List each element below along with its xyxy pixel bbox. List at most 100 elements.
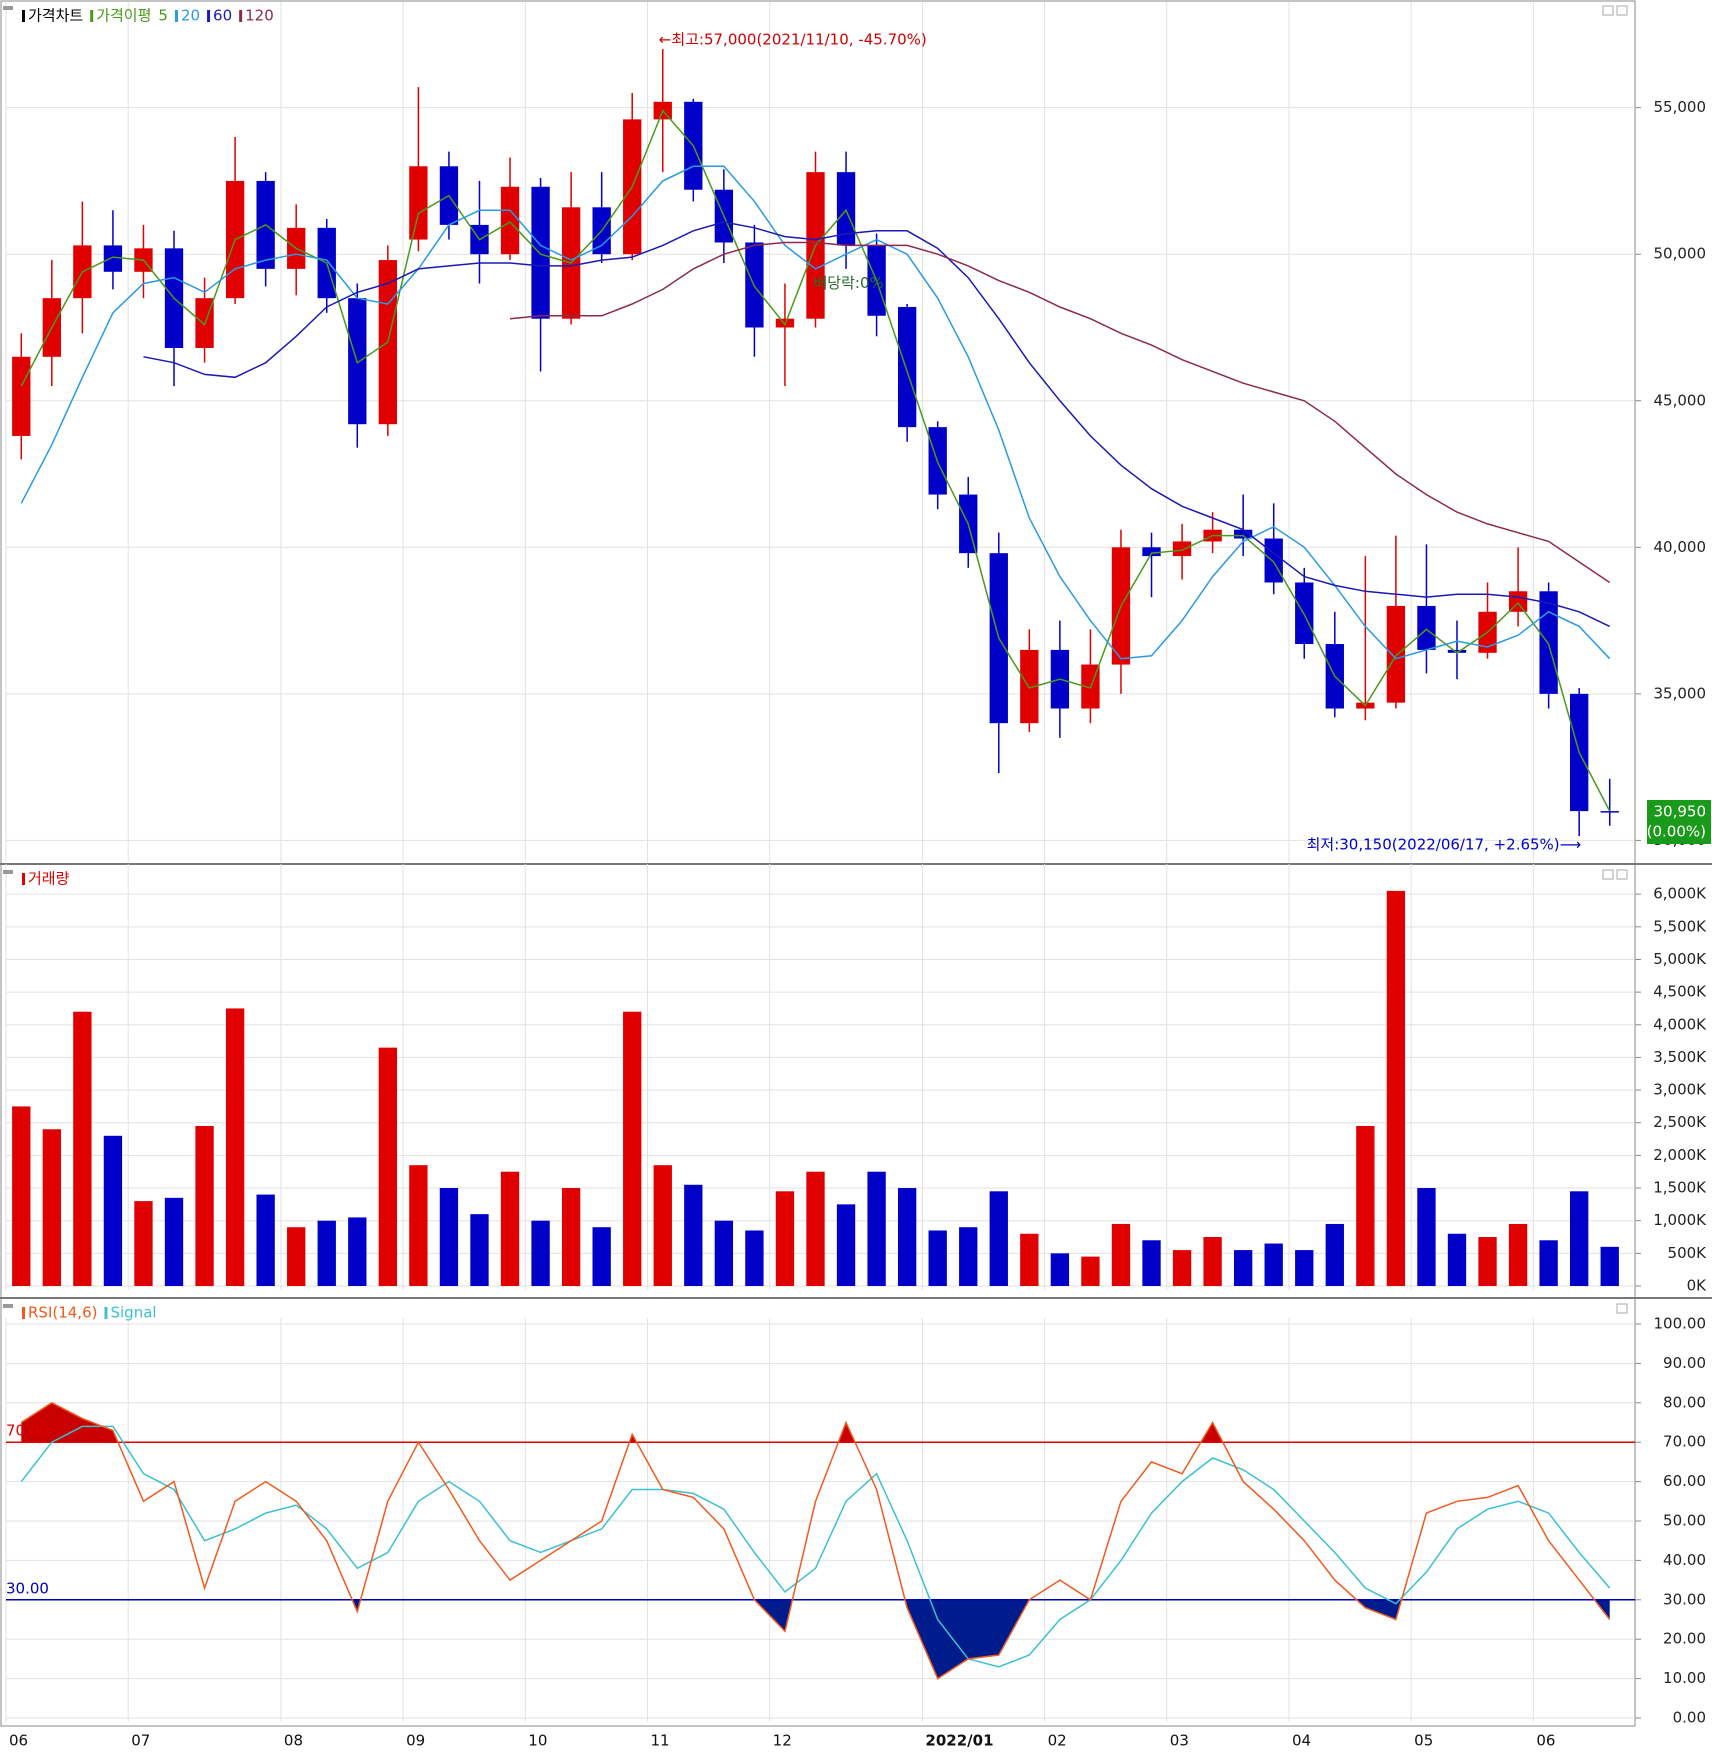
- rsi-line: [20, 1425, 1611, 1668]
- y-tick-label: 5,500K: [1653, 917, 1707, 935]
- volume-bar: [500, 1171, 520, 1286]
- candle-body: [1386, 605, 1406, 703]
- volume-bar: [1600, 1246, 1619, 1286]
- volume-bar: [806, 1171, 825, 1286]
- volume-bar: [1539, 1240, 1558, 1286]
- y-tick-label: 50.00: [1663, 1512, 1706, 1530]
- y-tick-label: 1,500K: [1653, 1179, 1707, 1197]
- volume-bar: [470, 1214, 489, 1286]
- moving-average-line: [143, 221, 1611, 628]
- panel-icon: [3, 6, 13, 10]
- volume-bar: [378, 1047, 398, 1286]
- legend-label: 가격이평: [96, 7, 151, 25]
- volume-bar: [1447, 1233, 1467, 1286]
- moving-average-line: [20, 165, 1611, 660]
- x-tick-label: 07: [131, 1732, 150, 1750]
- volume-bar: [439, 1188, 459, 1286]
- volume-bar: [623, 1011, 642, 1286]
- candle-body: [12, 356, 31, 436]
- volume-bar: [225, 1008, 245, 1286]
- volume-bar: [1233, 1250, 1253, 1286]
- y-tick-label: 6,000K: [1653, 885, 1707, 903]
- volume-bar: [12, 1106, 31, 1286]
- legend-marker: [239, 10, 243, 22]
- volume-bar: [1172, 1250, 1192, 1286]
- label-layer: 060708091011122022/01020304050630,00035,…: [3, 6, 1711, 1750]
- legend-label: 5: [158, 7, 168, 25]
- y-tick-label: 30.00: [1663, 1590, 1706, 1608]
- candle-body: [500, 186, 520, 255]
- panel-button[interactable]: [1602, 5, 1614, 16]
- x-tick-label: 09: [406, 1732, 425, 1750]
- panel-icon: [3, 1304, 13, 1308]
- volume-bar: [256, 1194, 275, 1286]
- x-tick-label: 04: [1292, 1732, 1311, 1750]
- oversold-fill: [352, 1599, 1610, 1679]
- high-annotation: ←최고:57,000(2021/11/10, -45.70%): [659, 31, 927, 49]
- volume-bar: [1295, 1250, 1314, 1286]
- volume-bar: [531, 1220, 550, 1286]
- panel-button[interactable]: [1616, 869, 1628, 880]
- volume-bar: [195, 1126, 214, 1286]
- volume-bar: [1111, 1223, 1131, 1286]
- y-tick-label: 35,000: [1654, 684, 1707, 702]
- low-annotation: 최저:30,150(2022/06/17, +2.65%)⟶: [1307, 836, 1582, 854]
- panel-button[interactable]: [1602, 869, 1614, 880]
- legend-label: RSI(14,6): [28, 1304, 97, 1322]
- legend-marker: [22, 1307, 25, 1319]
- panel-button[interactable]: [1616, 5, 1628, 16]
- candle-body: [409, 166, 428, 240]
- volume-bar: [836, 1204, 856, 1286]
- y-tick-label: 2,000K: [1653, 1146, 1707, 1164]
- legend-label: 120: [245, 7, 274, 25]
- legend-marker: [22, 873, 25, 885]
- panel-icon: [3, 870, 13, 874]
- legend-marker: [104, 1307, 108, 1319]
- volume-bar: [1386, 890, 1406, 1286]
- legend-label: 거래량: [28, 870, 70, 888]
- candle-body: [1233, 529, 1253, 539]
- y-tick-label: 500K: [1668, 1244, 1708, 1262]
- volume-bar: [1356, 1126, 1375, 1286]
- candle-body: [1417, 605, 1436, 650]
- legend-marker: [174, 10, 178, 22]
- volume-bar: [897, 1188, 917, 1286]
- volume-bar: [287, 1227, 306, 1286]
- y-tick-label: 1,000K: [1653, 1211, 1707, 1229]
- volume-bar: [1203, 1237, 1222, 1286]
- candle-body: [1539, 591, 1558, 694]
- y-tick-label: 100.00: [1654, 1315, 1707, 1333]
- y-tick-label: 40.00: [1663, 1551, 1706, 1569]
- volume-bar: [164, 1197, 184, 1286]
- reference-label: 30.00: [6, 1579, 49, 1597]
- volume-bar: [409, 1165, 428, 1286]
- y-tick-label: 70.00: [1663, 1433, 1706, 1451]
- candle-body: [836, 172, 856, 246]
- legend-marker: [90, 10, 94, 22]
- y-tick-label: 80.00: [1663, 1393, 1706, 1411]
- volume-bar: [867, 1171, 886, 1286]
- mark-layer: [6, 49, 1635, 1680]
- y-tick-label: 50,000: [1654, 245, 1707, 263]
- y-tick-label: 3,500K: [1653, 1048, 1707, 1066]
- volume-bar: [42, 1129, 61, 1286]
- volume-bar: [348, 1217, 367, 1286]
- legend-label: 60: [213, 7, 232, 25]
- x-tick-label: 05: [1414, 1732, 1433, 1750]
- x-tick-label: 12: [773, 1732, 792, 1750]
- last-price: 30,950: [1654, 803, 1707, 821]
- y-tick-label: 0K: [1687, 1277, 1708, 1295]
- x-tick-label: 06: [9, 1732, 28, 1750]
- x-tick-label: 2022/01: [925, 1732, 993, 1750]
- y-tick-label: 40,000: [1654, 538, 1707, 556]
- y-tick-label: 4,000K: [1653, 1015, 1707, 1033]
- legend-label: Signal: [110, 1304, 156, 1322]
- candle-body: [1020, 649, 1039, 724]
- y-tick-label: 4,500K: [1653, 983, 1707, 1001]
- legend-marker: [207, 10, 211, 22]
- volume-bar: [103, 1135, 123, 1286]
- volume-bar: [134, 1201, 153, 1286]
- panel-button[interactable]: [1616, 1303, 1628, 1314]
- volume-bar: [1264, 1243, 1283, 1286]
